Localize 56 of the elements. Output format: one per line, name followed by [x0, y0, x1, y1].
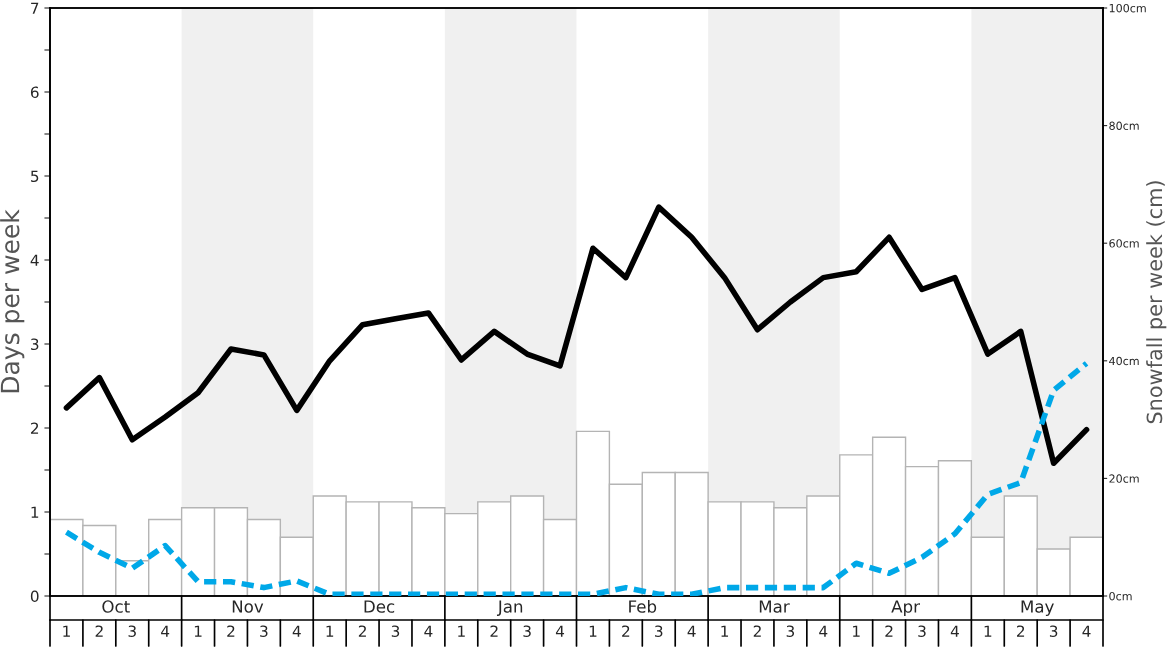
- x-tick-label: 2: [885, 625, 893, 637]
- x-tick-label: 3: [128, 625, 136, 637]
- x-tick-label: 1: [194, 625, 202, 637]
- y2-axis-title: Snowfall per week (cm): [1146, 181, 1167, 424]
- x-tick-label: 2: [358, 625, 366, 637]
- x-tick-label: 4: [687, 625, 696, 637]
- text: Oct: [102, 600, 130, 613]
- x-tick-label: 2: [1016, 625, 1025, 637]
- x-tick-label: 1: [589, 625, 597, 637]
- y-tick-label: 0: [30, 590, 39, 603]
- y2-tick-label: 0cm: [1109, 591, 1132, 601]
- y2-tick-label: 60cm: [1109, 239, 1139, 248]
- x-tick-label: 3: [391, 625, 400, 637]
- x-tick-label: 1: [458, 625, 465, 637]
- x-tick-label: 4: [161, 625, 170, 637]
- y-tick-label: 6: [30, 86, 39, 99]
- x-tick-label: 3: [918, 625, 926, 637]
- x-tick-label: 3: [523, 625, 531, 637]
- y2-tick-label: 100cm: [1109, 3, 1146, 13]
- x-tick-label: 1: [326, 625, 334, 637]
- text: Mar: [759, 600, 790, 613]
- x-tick-label: 2: [753, 625, 761, 637]
- text: Jan: [496, 600, 523, 616]
- x-tick-label: 2: [622, 625, 630, 637]
- x-tick-label: 3: [1049, 625, 1058, 637]
- x-tick-label: 1: [63, 625, 70, 637]
- y2-tick-label: 40cm: [1109, 356, 1139, 366]
- x-tick-label: 1: [984, 625, 992, 637]
- text: Dec: [364, 600, 395, 613]
- x-tick-label: 3: [655, 625, 663, 637]
- x-tick-label: 3: [260, 625, 268, 637]
- x-tick-label: 4: [555, 625, 565, 637]
- y-tick-label: 1: [31, 506, 39, 518]
- text: May: [1021, 600, 1054, 617]
- y-tick-label: 7: [31, 2, 39, 14]
- x-tick-label: 4: [292, 625, 301, 637]
- text: Feb: [629, 599, 657, 613]
- x-tick-label: 3: [786, 625, 795, 637]
- x-tick-label: 1: [721, 625, 729, 637]
- y-tick-label: 2: [30, 422, 39, 434]
- x-tick-label: 1: [853, 625, 860, 637]
- y-axis-title: Days per week: [0, 209, 25, 393]
- y-tick-label: 5: [31, 170, 39, 183]
- x-tick-label: 2: [490, 625, 498, 637]
- y-tick-label: 3: [31, 338, 39, 351]
- x-tick-label: 4: [424, 625, 433, 637]
- x-tick-label: 4: [950, 625, 959, 637]
- x-tick-label: 4: [819, 625, 828, 637]
- x-tick-label: 2: [227, 625, 235, 637]
- y2-tick-label: 20cm: [1109, 474, 1139, 483]
- x-tick-label: 4: [1082, 625, 1091, 637]
- y-tick-label: 4: [30, 254, 39, 266]
- x-tick-label: 2: [95, 625, 103, 637]
- text: Nov: [232, 600, 264, 613]
- text: Apr: [891, 600, 920, 617]
- y2-tick-label: 80cm: [1109, 121, 1139, 130]
